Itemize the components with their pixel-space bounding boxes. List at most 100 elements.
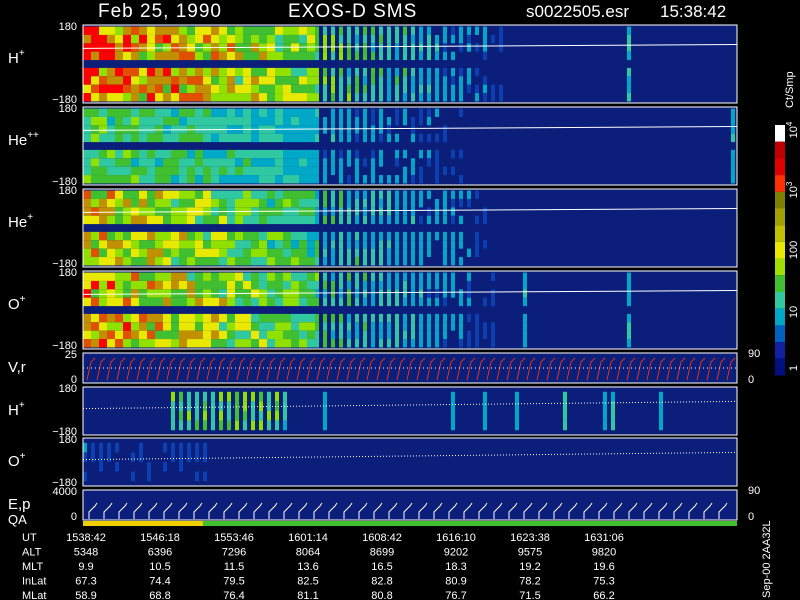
spectrogram-cell bbox=[443, 76, 447, 85]
spectrogram-cell bbox=[371, 280, 375, 290]
velocity-trace bbox=[646, 357, 656, 381]
panel-label-text: He bbox=[8, 132, 27, 149]
spectrogram-cell bbox=[347, 149, 351, 159]
spectrogram-cell bbox=[483, 26, 487, 35]
spectrogram-cell bbox=[283, 76, 291, 85]
spectrogram-cell bbox=[459, 26, 463, 35]
spectrogram-cell bbox=[355, 339, 359, 348]
spectrogram-cell bbox=[179, 297, 187, 307]
spectrogram-cell bbox=[251, 391, 255, 402]
spectrogram-cell bbox=[163, 175, 171, 184]
spectrogram-cell bbox=[339, 166, 343, 176]
spectrogram-cell bbox=[427, 339, 431, 348]
spectrogram-cell bbox=[267, 240, 275, 249]
spectrogram-cell bbox=[211, 26, 219, 35]
velocity-trace bbox=[186, 357, 196, 381]
spectrogram-cell bbox=[251, 339, 259, 348]
spectrogram-cell bbox=[235, 257, 243, 266]
spectrogram-cell bbox=[371, 272, 375, 281]
spectrogram-cell bbox=[307, 248, 315, 258]
spectrogram-cell bbox=[155, 149, 163, 159]
spectrogram-cell bbox=[235, 420, 239, 431]
spectrogram-cell bbox=[363, 248, 367, 258]
spectrogram-cell bbox=[171, 67, 179, 77]
spectrogram-cell bbox=[179, 240, 187, 249]
spectrogram-cell bbox=[459, 84, 463, 94]
spectrogram-cell bbox=[195, 34, 203, 44]
spectrogram-cell bbox=[139, 116, 147, 126]
spectrogram-cell bbox=[187, 149, 195, 159]
spectrogram-cell bbox=[227, 280, 235, 290]
spectrogram-cell bbox=[187, 322, 195, 331]
spectrogram-cell bbox=[307, 215, 315, 225]
spectrogram-cell bbox=[563, 401, 567, 411]
spectrogram-cell bbox=[211, 240, 219, 249]
spectrogram-cell bbox=[179, 116, 187, 126]
spectrogram-cell bbox=[107, 248, 115, 258]
spectrogram-cell bbox=[147, 175, 155, 184]
spectrogram-cell bbox=[283, 149, 291, 159]
spectrogram-cell bbox=[355, 215, 359, 225]
spectrogram-cell bbox=[243, 240, 251, 249]
spectrogram-cell bbox=[267, 280, 275, 290]
spectrogram-cell bbox=[211, 133, 219, 143]
spectrogram-cell bbox=[411, 175, 415, 184]
spectrogram-cell bbox=[115, 280, 123, 290]
velocity-trace bbox=[626, 357, 636, 381]
spectrogram-cell bbox=[91, 289, 99, 298]
spectrogram-cell bbox=[323, 297, 327, 307]
spectrogram-cell bbox=[99, 93, 107, 102]
spectrogram-cell bbox=[307, 34, 315, 44]
spectrogram-cell bbox=[227, 322, 235, 331]
trace-line bbox=[82, 451, 738, 461]
spectrogram-cell bbox=[299, 93, 307, 102]
spectrogram-cell bbox=[251, 108, 259, 117]
spectrogram-cell bbox=[299, 330, 307, 340]
spectrogram-cell bbox=[459, 215, 463, 225]
spectrogram-cell bbox=[355, 93, 359, 102]
spectrogram-cell bbox=[427, 116, 431, 126]
spectrogram-cell bbox=[307, 330, 315, 340]
spectrogram-cell bbox=[179, 401, 183, 411]
spectrogram-cell bbox=[419, 231, 423, 241]
spectrogram-cell bbox=[91, 26, 99, 35]
spectrogram-cell bbox=[171, 442, 175, 453]
spectrogram-cell bbox=[283, 26, 291, 35]
table-cell: 10.5 bbox=[149, 561, 170, 573]
table-cell: 76.4 bbox=[223, 590, 244, 600]
spectrogram-cell bbox=[211, 391, 215, 402]
spectrogram-cell bbox=[611, 420, 615, 431]
spectrogram-cell bbox=[483, 51, 487, 61]
spectrogram-cell bbox=[99, 207, 107, 216]
spectrogram-cell bbox=[451, 420, 455, 431]
spectrogram-cell bbox=[275, 231, 283, 241]
spectrogram-cell bbox=[115, 116, 123, 126]
spectrogram-cell bbox=[267, 116, 275, 126]
spectrogram-cell bbox=[139, 166, 147, 176]
spectrogram-cell bbox=[315, 76, 319, 85]
spectrogram-cell bbox=[331, 34, 335, 44]
spectrogram-cell bbox=[387, 297, 391, 307]
energy-trace bbox=[238, 502, 248, 519]
spectrogram-cell bbox=[323, 34, 327, 44]
spectrogram-cell bbox=[387, 93, 391, 102]
spectrogram-cell bbox=[107, 272, 115, 281]
spectrogram-cell bbox=[267, 166, 275, 176]
trace-line bbox=[82, 400, 738, 410]
spectrogram-cell bbox=[323, 166, 327, 176]
spectrogram-cell bbox=[443, 231, 447, 241]
spectrogram-cell bbox=[179, 158, 187, 167]
spectrogram-cell bbox=[187, 67, 195, 77]
spectrogram-cell bbox=[411, 67, 415, 77]
spectrogram-cell bbox=[443, 322, 447, 331]
spectrogram-cell bbox=[163, 231, 171, 241]
spectrogram-cell bbox=[91, 248, 99, 258]
spectrogram-cell bbox=[283, 240, 291, 249]
colorbar-swatch bbox=[775, 175, 785, 192]
spectrogram-cell bbox=[355, 289, 359, 298]
spectrogram-cell bbox=[235, 297, 243, 307]
spectrogram-cell bbox=[339, 108, 343, 117]
spectrogram-cell bbox=[403, 289, 407, 298]
spectrogram-cell bbox=[211, 272, 219, 281]
spectrogram-cell bbox=[339, 175, 343, 184]
